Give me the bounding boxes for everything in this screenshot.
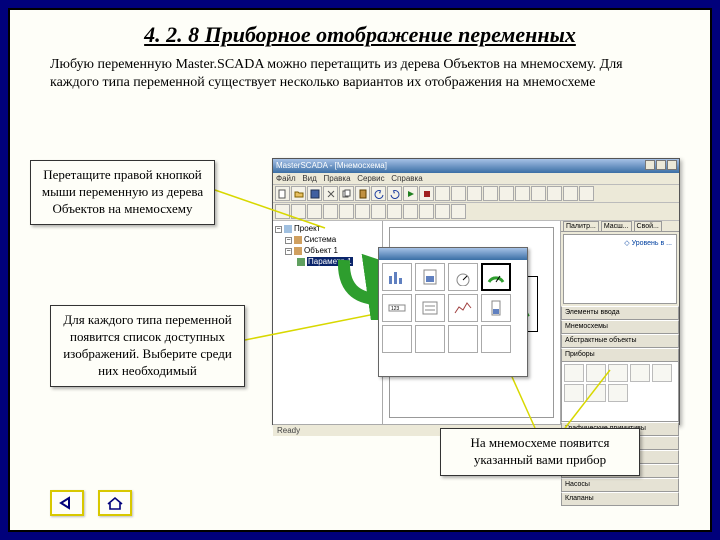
thumbnail-grid: 123 (379, 260, 527, 356)
popup-titlebar (379, 248, 527, 260)
callout-1: Перетащите правой кнопкой мыши переменну… (30, 160, 215, 225)
thumb[interactable] (448, 294, 478, 322)
thumb[interactable] (415, 325, 445, 353)
thumb[interactable] (448, 263, 478, 291)
thumb[interactable] (382, 325, 412, 353)
callout-2: Для каждого типа переменной появится спи… (50, 305, 245, 387)
slide-page: 4. 2. 8 Приборное отображение переменных… (8, 8, 712, 532)
thumb[interactable] (382, 263, 412, 291)
thumb-selected[interactable] (481, 263, 511, 291)
thumb[interactable] (415, 263, 445, 291)
thumb[interactable] (481, 294, 511, 322)
thumb[interactable] (415, 294, 445, 322)
thumb[interactable] (481, 325, 511, 353)
thumb[interactable] (448, 325, 478, 353)
thumb[interactable]: 123 (382, 294, 412, 322)
callout-3: На мнемосхеме появится указанный вами пр… (440, 428, 640, 476)
image-picker-popup: 123 (378, 247, 528, 377)
svg-text:123: 123 (391, 306, 400, 312)
